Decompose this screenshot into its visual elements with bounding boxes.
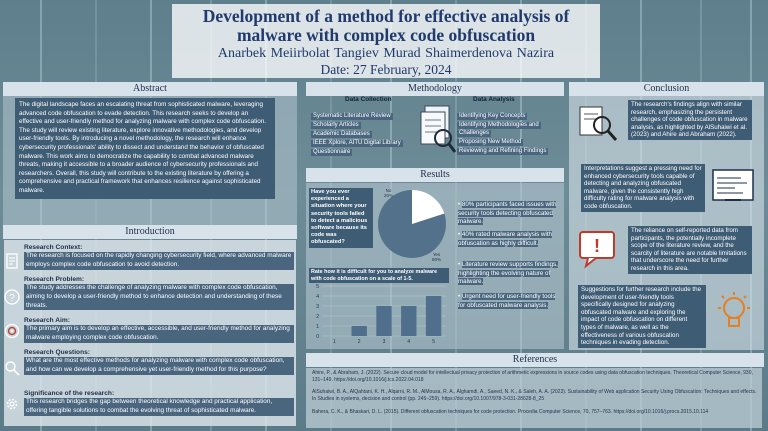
pie-label-yes: Yes 80% <box>432 252 442 262</box>
references-panel: Ahire, P., & Abraham, J. (2022). Secure … <box>306 368 762 428</box>
y-tick-label: 3 <box>316 304 319 310</box>
analysis-item: Challenges <box>457 130 492 137</box>
svg-text:!: ! <box>594 236 600 256</box>
x-tick-label: 2 <box>358 339 361 345</box>
bar-2 <box>351 326 367 336</box>
bar-5 <box>425 296 442 336</box>
pie-value-yes: 80% <box>432 257 442 262</box>
abstract-text: The digital landscape faces an escalatin… <box>15 98 275 199</box>
result-bullet: • Urgent need for user-friendly tools fo… <box>458 293 556 309</box>
intro-section-context: Research Context: The research is focuse… <box>24 243 294 270</box>
collection-item: Scholarly Articles <box>311 122 361 129</box>
y-tick-label: 4 <box>316 294 319 300</box>
x-tick-label: 4 <box>407 339 410 345</box>
result-bullet: • Literature review supports findings, h… <box>458 261 558 286</box>
authors: Anarbek Meiirbolat Tangiev Murad Shaimer… <box>217 46 555 61</box>
svg-text:?: ? <box>9 293 15 304</box>
analysis-item: Identifying Key Concepts <box>457 113 528 120</box>
methodology-panel: Data Collection Data Analysis Systematic… <box>307 96 563 162</box>
x-tick-label: 5 <box>432 339 435 345</box>
pie-slice-no <box>412 190 445 224</box>
code-window-icon <box>712 169 754 201</box>
reference-item: Bahera, C. K., & Bhaskari, D. L. (2015).… <box>312 409 709 415</box>
intro-section-problem: Research Problem: The study addresses th… <box>24 275 294 311</box>
analysis-item: Proposing New Method <box>457 139 524 146</box>
bar-4 <box>401 306 417 336</box>
analysis-item: Reviewing and Refining Findings <box>457 148 549 155</box>
abstract-heading: Abstract <box>3 82 297 96</box>
search-icon <box>5 361 20 376</box>
reference-item: AlSuhaiwi, B. A., AlQahtani, K. H., Alqa… <box>312 389 757 402</box>
pie-value-no: 20% <box>384 193 394 198</box>
y-tick-label: 0 <box>316 334 319 340</box>
y-tick-label: 1 <box>316 324 319 330</box>
poster-header: Development of a method for effective an… <box>172 4 600 78</box>
bar-question: Rate how it is difficult for you to anal… <box>309 268 449 284</box>
pie-question: Have you ever experienced a situation wh… <box>309 188 373 248</box>
results-heading: Results <box>306 168 564 182</box>
document-stack-icon <box>420 105 457 153</box>
conclusion-paragraph: Interpretations suggest a pressing need … <box>581 164 705 212</box>
warning-chat-icon: ! <box>579 231 615 269</box>
methodology-heading: Methodology <box>306 82 564 96</box>
target-icon <box>4 323 20 339</box>
data-analysis-label: Data Analysis <box>473 96 515 103</box>
bar-3 <box>376 306 392 336</box>
result-bullet: • 40% rated malware analysis with obfusc… <box>458 231 552 247</box>
x-tick-label: 3 <box>383 339 386 345</box>
collection-item: Academic Databases <box>311 131 372 138</box>
y-tick-label: 2 <box>316 314 319 320</box>
intro-section-questions: Research Questions: What are the most ef… <box>24 348 294 375</box>
magnifier-documents-icon <box>579 106 618 141</box>
collection-item: Questionnaire <box>311 149 353 156</box>
x-tick-label: 1 <box>333 339 336 345</box>
conclusion-heading: Conclusion <box>569 82 764 96</box>
pie-label-no: No 20% <box>384 188 394 198</box>
conclusion-paragraph: Suggestions for further research include… <box>578 285 706 348</box>
data-collection-label: Data Collection <box>345 96 392 103</box>
document-icon <box>6 253 18 269</box>
poster-date: Date: 27 February, 2024 <box>320 62 452 77</box>
y-tick-label: 5 <box>316 284 319 290</box>
result-bullet: • 80% participants faced issues with sec… <box>458 201 557 226</box>
lightbulb-icon <box>718 292 750 327</box>
poster-title: Development of a method for effective an… <box>202 6 570 45</box>
analysis-item: Identifying Methodologies and <box>457 122 541 129</box>
reference-item: Ahire, P., & Abraham, J. (2022). Secure … <box>312 370 753 383</box>
pie-chart <box>378 190 446 258</box>
references-heading: References <box>306 353 764 367</box>
gear-icon <box>6 398 18 410</box>
bar-chart: 0 1 2 3 4 5 1 2 3 4 5 <box>316 284 446 345</box>
question-icon: ? <box>4 289 20 305</box>
collection-item: IEEE Xplore, AITU Digital Library <box>311 140 403 147</box>
conclusion-paragraph: The research's findings align with simil… <box>628 100 752 140</box>
collection-item: Systematic Literature Review <box>311 113 393 120</box>
conclusion-paragraph: The reliance on self-reported data from … <box>628 226 752 274</box>
intro-section-aim: Research Aim: The primary aim is to deve… <box>24 316 294 343</box>
intro-section-significance: Significance of the research: This resea… <box>24 389 294 416</box>
introduction-heading: Introduction <box>3 225 297 239</box>
